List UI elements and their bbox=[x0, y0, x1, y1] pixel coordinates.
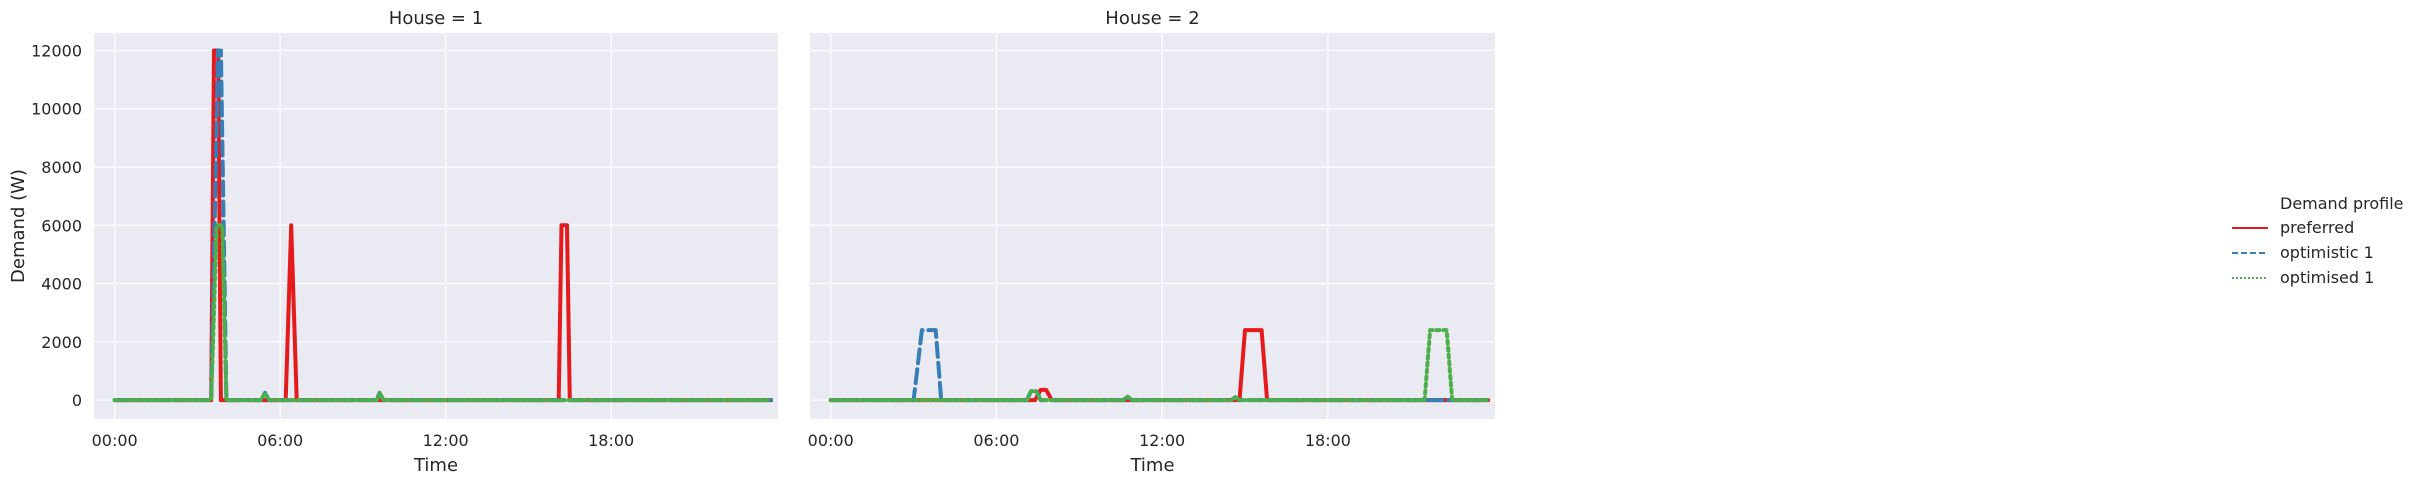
panel-title: House = 2 bbox=[1105, 8, 1199, 29]
legend-entry: optimised 1 bbox=[2232, 268, 2374, 287]
y-tick-label: 4000 bbox=[41, 275, 82, 294]
x-tick-label: 00:00 bbox=[808, 431, 854, 450]
x-tick-label: 18:00 bbox=[588, 431, 634, 450]
y-tick-label: 0 bbox=[72, 391, 82, 410]
y-tick-label: 6000 bbox=[41, 216, 82, 235]
x-tick-label: 06:00 bbox=[257, 431, 303, 450]
series-line-preferred bbox=[112, 48, 774, 403]
x-axis-label: Time bbox=[413, 455, 458, 476]
panel-title: House = 1 bbox=[389, 8, 483, 29]
y-tick-label: 10000 bbox=[31, 100, 82, 119]
x-tick-label: 18:00 bbox=[1305, 431, 1351, 450]
legend-label: optimised 1 bbox=[2280, 268, 2374, 287]
series-line-optimised-1 bbox=[112, 223, 774, 403]
legend-label: preferred bbox=[2280, 218, 2354, 237]
y-tick-label: 2000 bbox=[41, 333, 82, 352]
legend-entry: optimistic 1 bbox=[2232, 243, 2374, 262]
chart-panel-2: House = 2 00:00 06:00 12:00 18:00 Time bbox=[808, 8, 1495, 476]
x-tick-label: 06:00 bbox=[973, 431, 1019, 450]
y-tick-label: 8000 bbox=[41, 158, 82, 177]
legend-label: optimistic 1 bbox=[2280, 243, 2374, 262]
legend: Demand profile preferred optimistic 1 optim… bbox=[2232, 194, 2403, 287]
plot-area bbox=[94, 33, 778, 419]
legend-entry: preferred bbox=[2232, 218, 2354, 237]
x-tick-label: 00:00 bbox=[92, 431, 138, 450]
x-tick-label: 12:00 bbox=[1139, 431, 1185, 450]
chart-panel-1: House = 1 00:00 06:00 12:00 18:00 0 2000 4000 60… bbox=[8, 8, 778, 476]
plot-area bbox=[810, 33, 1495, 419]
y-axis-label: Demand (W) bbox=[8, 169, 29, 283]
legend-title: Demand profile bbox=[2280, 194, 2403, 213]
y-tick-label: 12000 bbox=[31, 41, 82, 60]
x-tick-label: 12:00 bbox=[423, 431, 469, 450]
x-axis-label: Time bbox=[1129, 455, 1174, 476]
series-line-optimised-1 bbox=[828, 328, 1491, 403]
